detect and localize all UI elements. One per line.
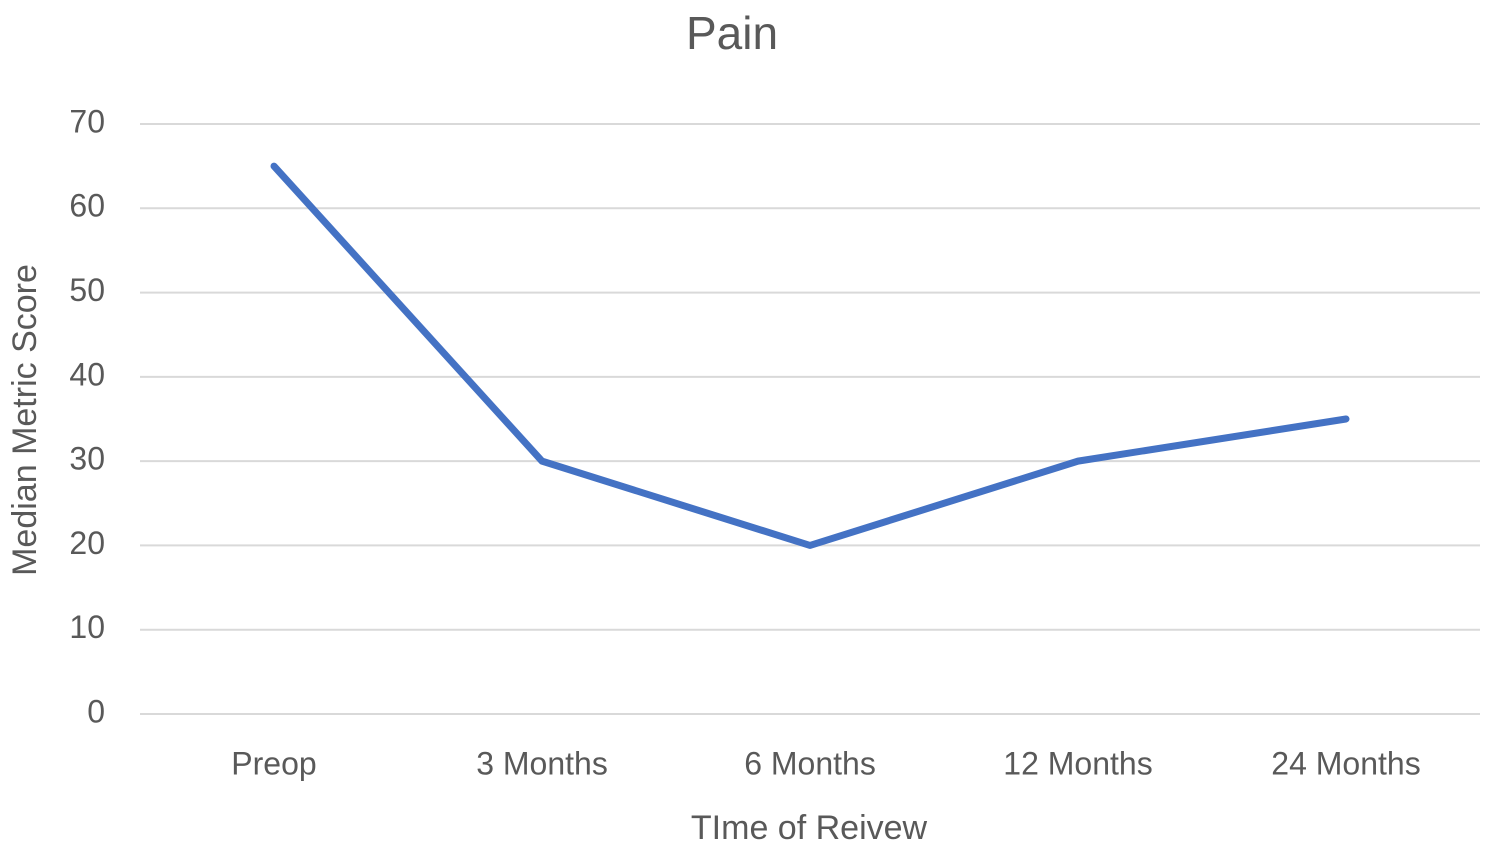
y-tick-label: 30 (69, 441, 105, 477)
x-tick-label: Preop (231, 745, 316, 781)
y-tick-label: 70 (69, 103, 105, 139)
x-tick-label: 6 Months (744, 745, 876, 781)
x-tick-label: 12 Months (1003, 745, 1152, 781)
x-tick-label: 24 Months (1271, 745, 1420, 781)
chart-title: Pain (686, 7, 778, 59)
y-tick-label: 40 (69, 356, 105, 392)
x-tick-label: 3 Months (476, 745, 608, 781)
series-line (270, 162, 1350, 549)
y-tick-label: 20 (69, 525, 105, 561)
y-tick-label: 10 (69, 609, 105, 645)
y-axis-label: Median Metric Score (6, 264, 44, 576)
y-tick-label: 50 (69, 272, 105, 308)
x-axis-label: TIme of Reivew (691, 809, 928, 847)
y-tick-label: 0 (87, 693, 105, 729)
y-tick-label: 60 (69, 188, 105, 224)
